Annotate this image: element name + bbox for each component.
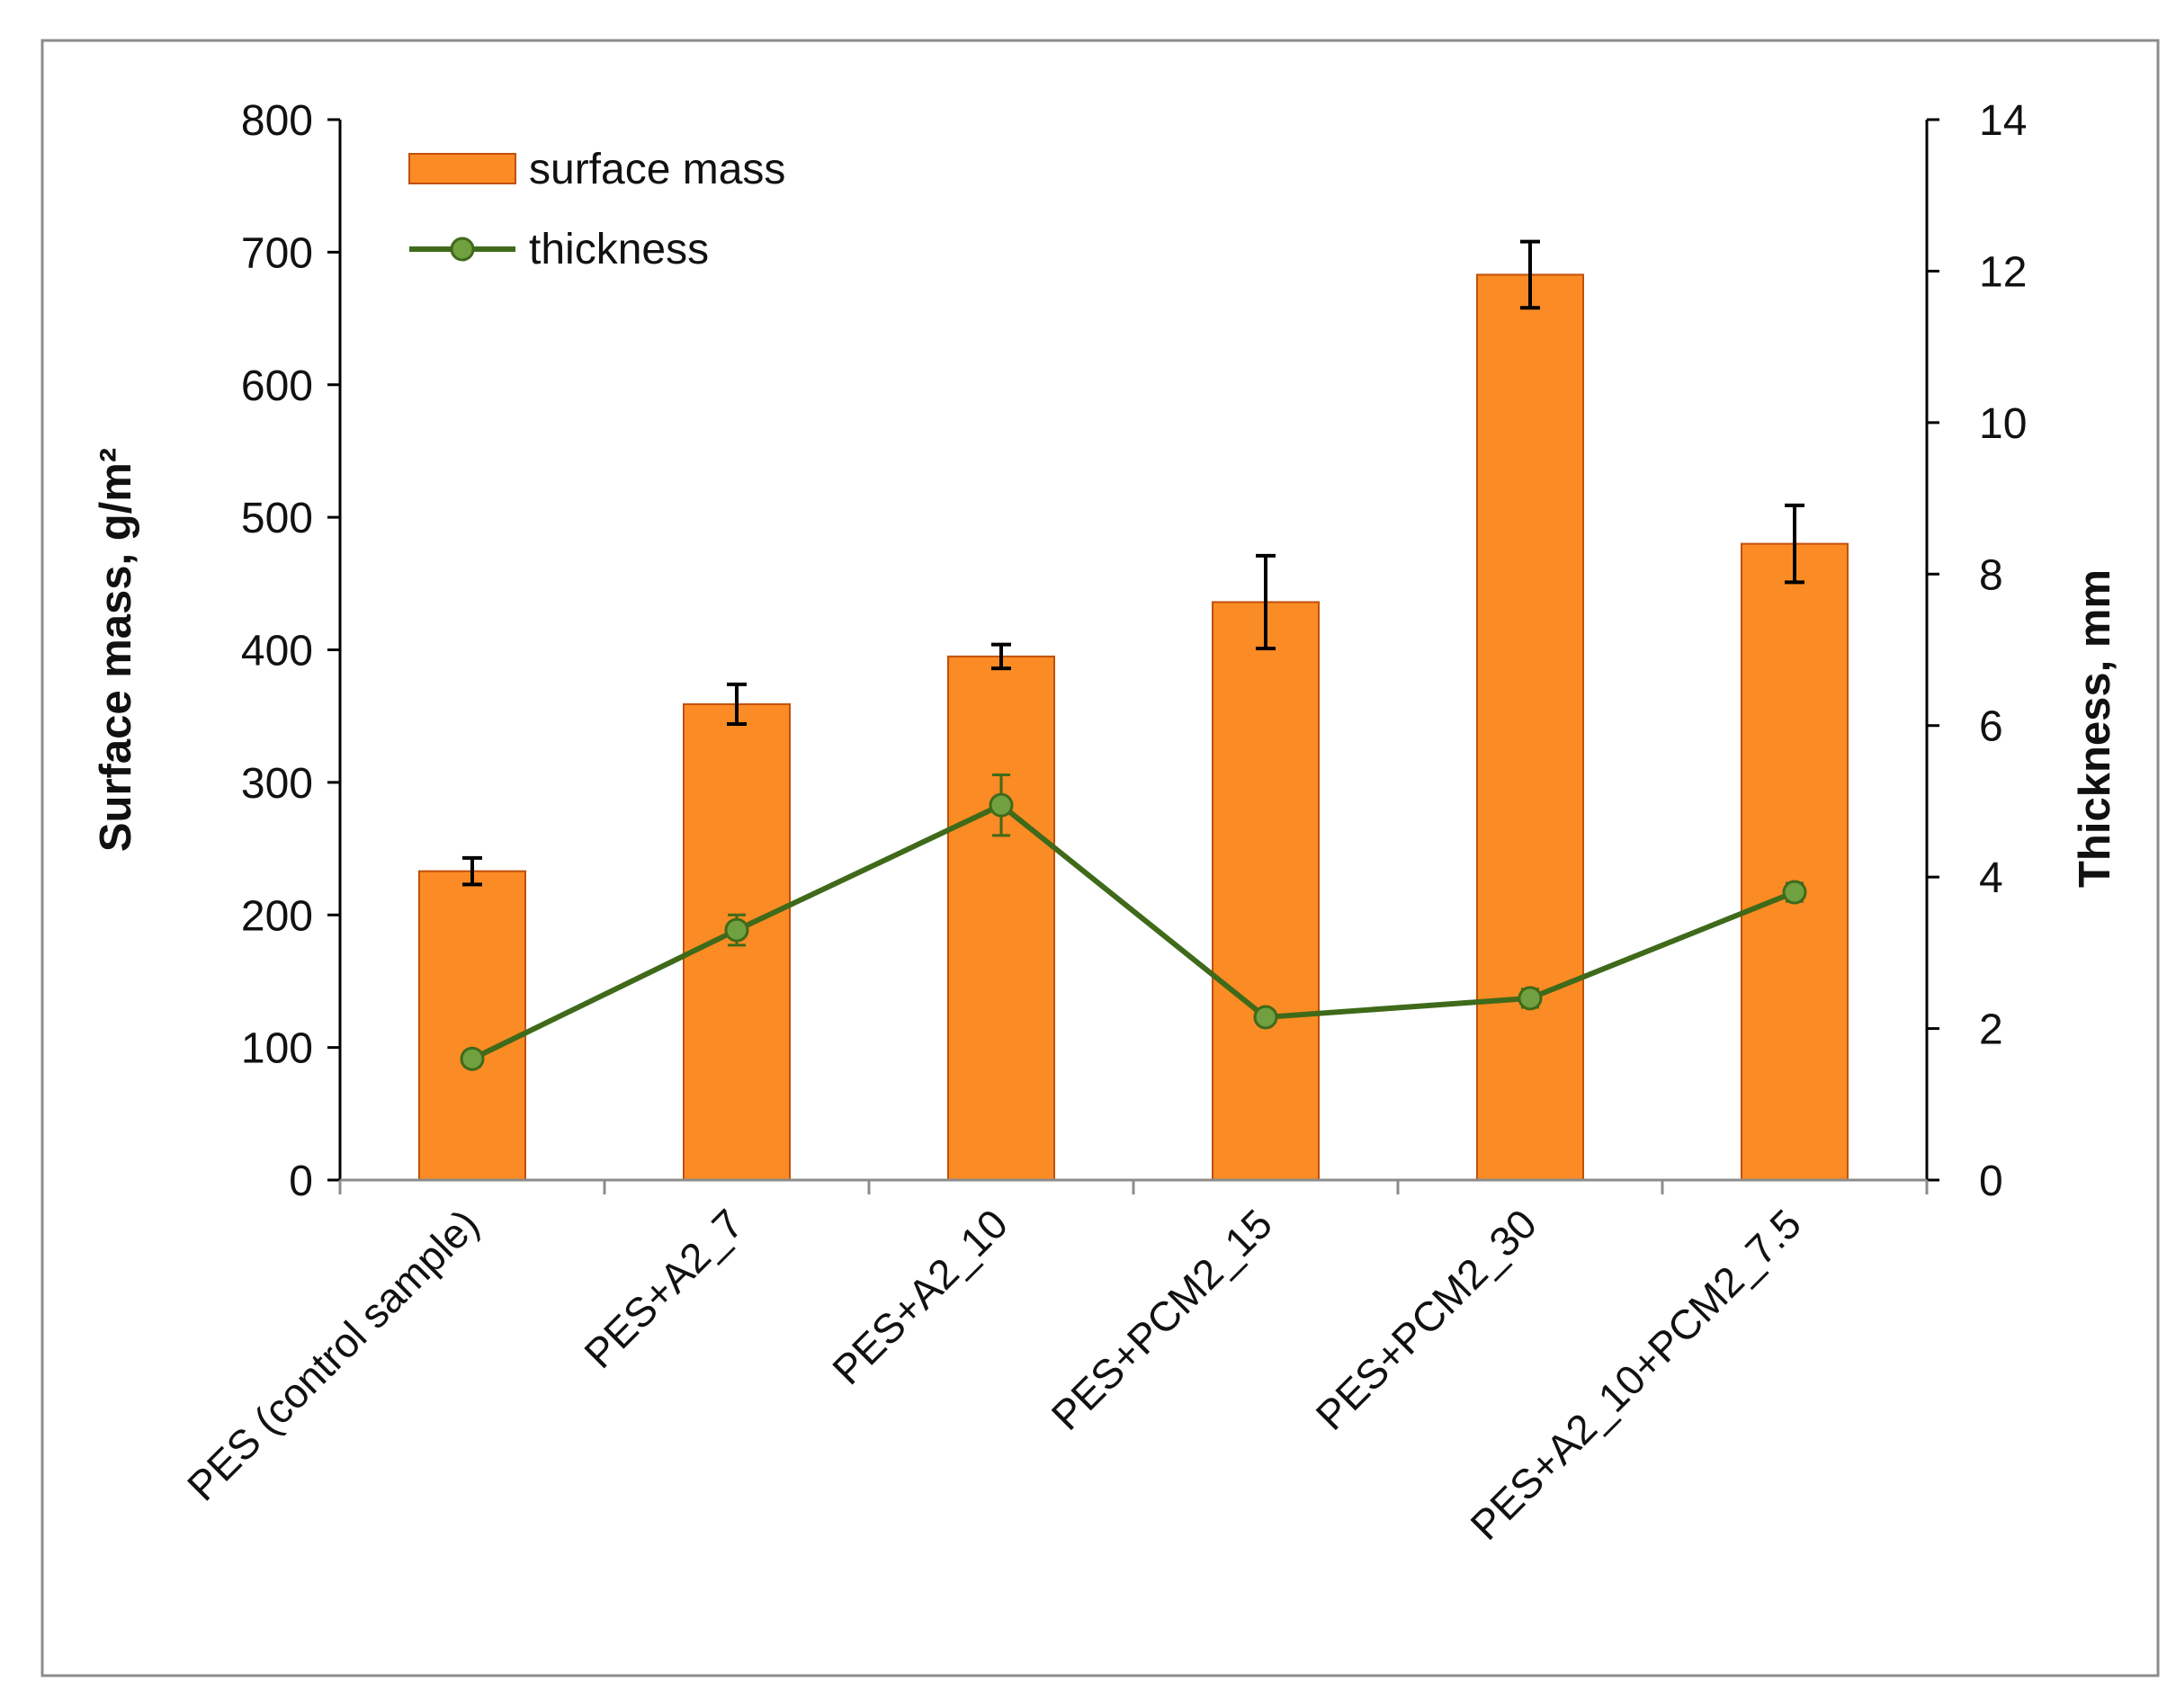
bar-surface-mass xyxy=(1741,542,1849,1181)
y-tick-label-right: 4 xyxy=(1979,854,2003,902)
y-tick-label-right: 2 xyxy=(1979,1006,2003,1054)
y-tick-label-right: 14 xyxy=(1979,97,2027,145)
legend-marker-thickness xyxy=(450,237,475,262)
y-axis-right-title: Thickness, mm xyxy=(2071,569,2119,888)
y-tick-label-right: 8 xyxy=(1979,551,2003,599)
bar-surface-mass xyxy=(418,870,526,1182)
series-line-thickness xyxy=(470,802,1796,1061)
point-thickness xyxy=(989,792,1014,818)
legend-label-thickness: thickness xyxy=(529,226,709,273)
y-tick-label-left: 300 xyxy=(241,760,313,808)
bar-surface-mass xyxy=(1212,601,1320,1181)
legend-swatch-surface-mass xyxy=(408,153,516,184)
y-tick-label-right: 10 xyxy=(1979,400,2027,448)
y-tick-label-left: 500 xyxy=(241,495,313,542)
y-tick-label-right: 0 xyxy=(1979,1158,2003,1205)
y-tick-label-left: 800 xyxy=(241,97,313,145)
point-thickness xyxy=(724,917,749,943)
legend-label-surface-mass: surface mass xyxy=(529,146,785,193)
point-thickness xyxy=(1782,880,1807,905)
bar-surface-mass xyxy=(1476,273,1584,1181)
y-tick-label-right: 6 xyxy=(1979,703,2003,751)
bar-surface-mass xyxy=(947,655,1055,1181)
y-tick-label-left: 600 xyxy=(241,362,313,410)
point-thickness xyxy=(1518,986,1543,1011)
y-tick-label-right: 12 xyxy=(1979,248,2027,296)
point-thickness xyxy=(1253,1005,1278,1030)
y-tick-label-left: 100 xyxy=(241,1025,313,1073)
y-tick-label-left: 400 xyxy=(241,628,313,675)
y-tick-label-left: 0 xyxy=(289,1158,313,1205)
y-tick-label-left: 700 xyxy=(241,229,313,277)
point-thickness xyxy=(460,1046,485,1071)
y-tick-label-left: 200 xyxy=(241,892,313,940)
y-axis-left-title: Surface mass, g/m² xyxy=(92,448,140,852)
